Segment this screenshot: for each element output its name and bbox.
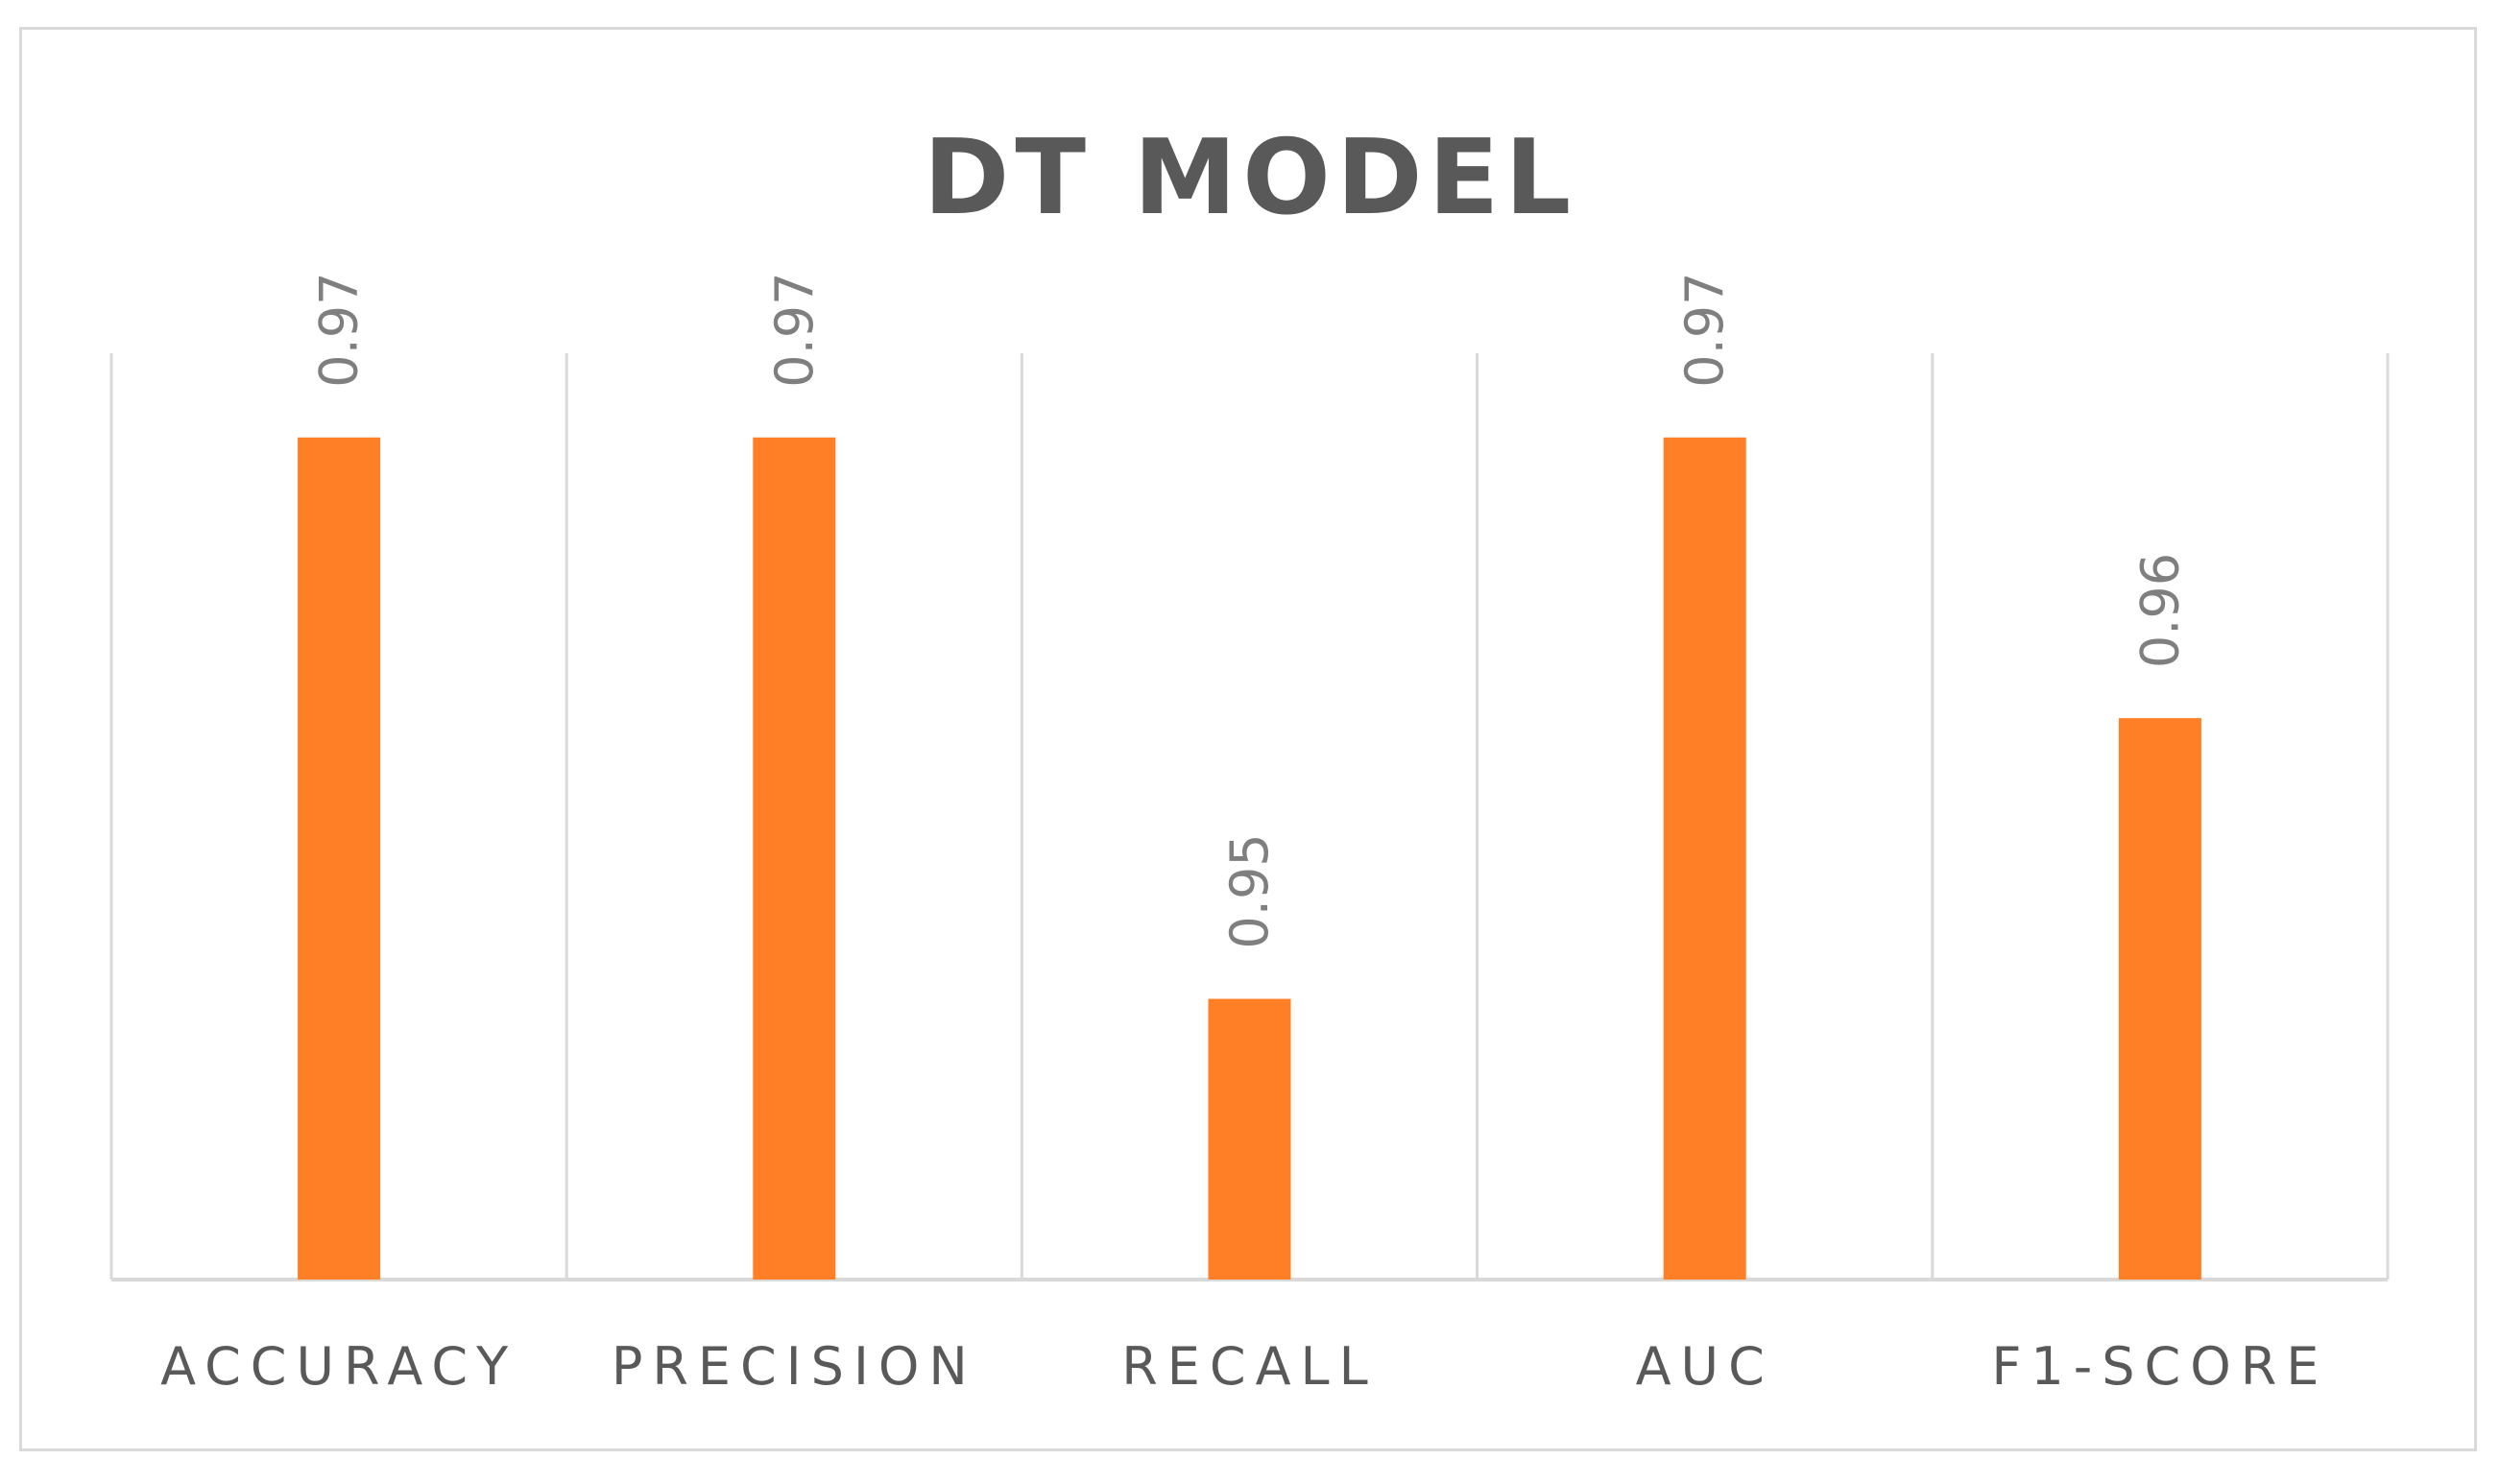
bar-auc [1663, 437, 1746, 1280]
data-label-recall: 0.95 [1219, 833, 1280, 948]
category-label-recall: RECALL [1121, 1336, 1377, 1397]
chart-title: DT MODEL [924, 118, 1576, 238]
category-label-precision: PRECISION [612, 1336, 977, 1397]
data-label-f1-score: 0.96 [2129, 553, 2190, 668]
category-label-auc: AUC [1636, 1336, 1774, 1397]
bar-precision [753, 437, 836, 1280]
bar-f1-score [2118, 718, 2201, 1280]
category-label-accuracy: ACCURACY [160, 1336, 517, 1397]
bar-accuracy [298, 437, 381, 1280]
category-label-f1-score: F1-SCORE [1991, 1336, 2328, 1397]
bars [298, 437, 2201, 1280]
category-labels: ACCURACY PRECISION RECALL AUC F1-SCORE [160, 1336, 2328, 1397]
data-label-accuracy: 0.97 [309, 272, 370, 387]
bar-recall [1208, 998, 1291, 1280]
data-labels: 0.97 0.97 0.95 0.97 0.96 [309, 272, 2191, 948]
data-label-precision: 0.97 [764, 272, 825, 387]
data-label-auc: 0.97 [1674, 272, 1735, 387]
